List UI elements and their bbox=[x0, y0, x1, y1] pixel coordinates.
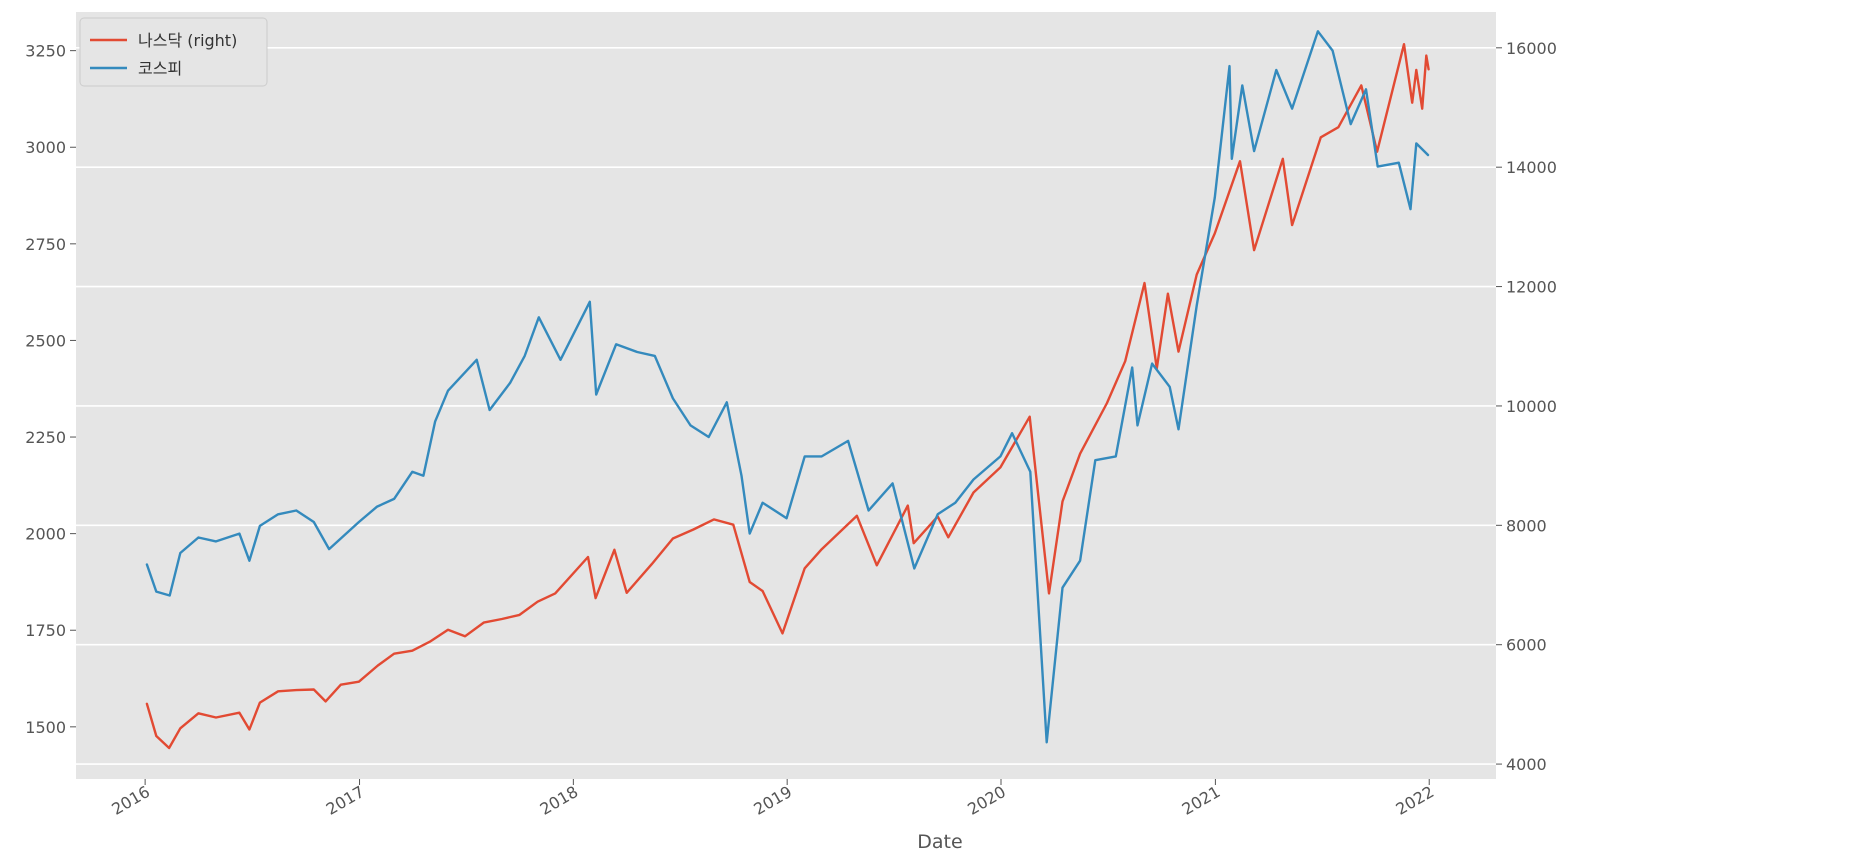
x-axis: 2016 2017 2018 2019 2020 2021 2022 bbox=[108, 779, 1437, 819]
left-y-tick-label: 2000 bbox=[25, 525, 66, 544]
x-axis-label: Date bbox=[917, 831, 962, 853]
right-y-tick-label: 6000 bbox=[1506, 636, 1547, 655]
x-tick-label: 2016 bbox=[108, 782, 153, 819]
right-y-tick-label: 14000 bbox=[1506, 158, 1557, 177]
grid-lines bbox=[76, 47, 1496, 765]
right-y-tick-label: 10000 bbox=[1506, 397, 1557, 416]
right-y-tick-label: 16000 bbox=[1506, 39, 1557, 58]
x-tick-label: 2020 bbox=[964, 782, 1009, 819]
plot-area bbox=[76, 12, 1496, 779]
left-y-tick-label: 3000 bbox=[25, 138, 66, 157]
left-y-tick-label: 2500 bbox=[25, 331, 66, 350]
left-y-tick-label: 1750 bbox=[25, 621, 66, 640]
left-y-tick-label: 1500 bbox=[25, 718, 66, 737]
right-y-tick-label: 4000 bbox=[1506, 755, 1547, 774]
x-tick-label: 2018 bbox=[537, 782, 582, 819]
legend: 나스닥 (right) 코스피 bbox=[79, 17, 268, 87]
x-tick-label: 2017 bbox=[323, 782, 368, 819]
series-lines bbox=[145, 30, 1430, 750]
x-tick-label: 2022 bbox=[1392, 782, 1437, 819]
left-y-axis: 1500 1750 2000 2250 2500 2750 3000 3250 bbox=[25, 42, 76, 737]
right-y-axis: 4000 6000 8000 10000 12000 14000 16000 bbox=[1496, 39, 1557, 774]
left-y-tick-label: 2750 bbox=[25, 235, 66, 254]
left-y-tick-label: 2250 bbox=[25, 428, 66, 447]
kospi-line bbox=[145, 30, 1430, 744]
legend-label: 나스닥 (right) bbox=[138, 31, 237, 50]
x-tick-label: 2019 bbox=[750, 782, 795, 819]
x-tick-label: 2021 bbox=[1179, 782, 1224, 819]
nasdaq-line bbox=[145, 43, 1430, 750]
legend-label: 코스피 bbox=[138, 59, 182, 78]
left-y-tick-label: 3250 bbox=[25, 42, 66, 61]
right-y-tick-label: 12000 bbox=[1506, 278, 1557, 297]
right-y-tick-label: 8000 bbox=[1506, 516, 1547, 535]
